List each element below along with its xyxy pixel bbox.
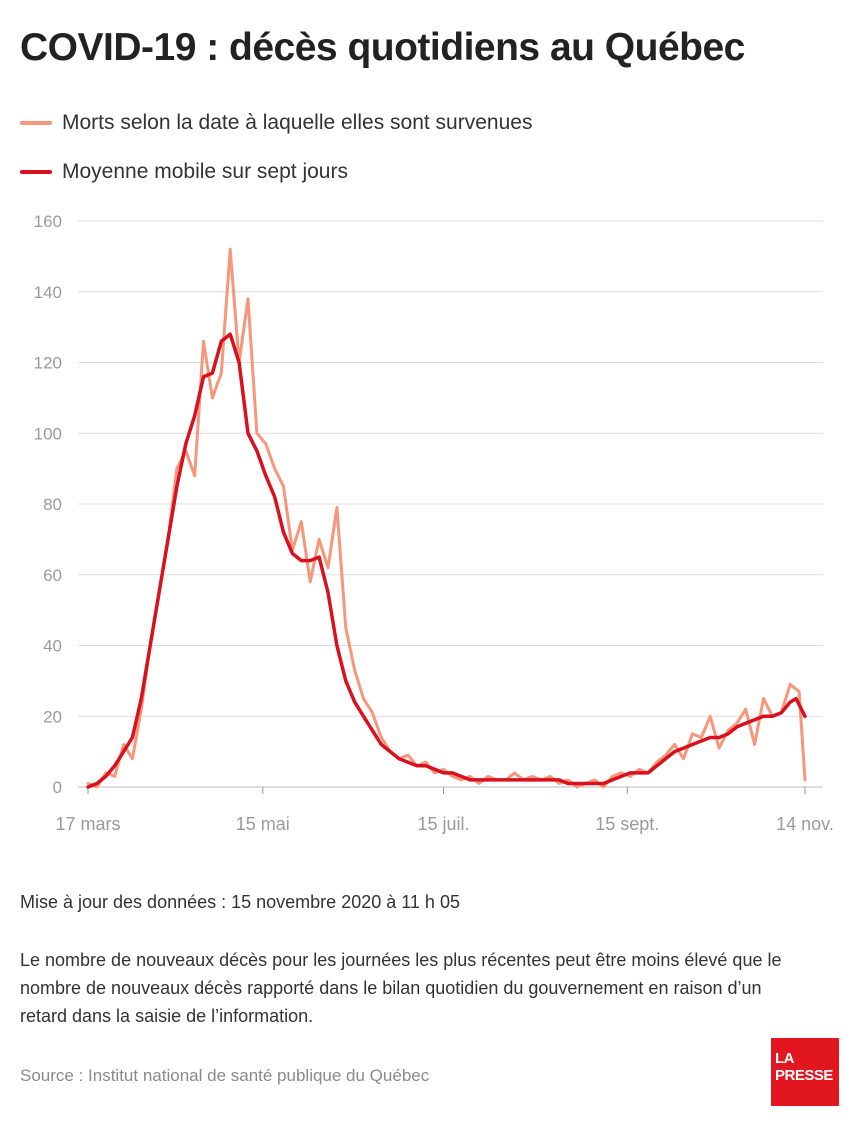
y-tick-label: 60: [43, 566, 62, 585]
series-group: [86, 247, 807, 789]
y-axis-ticks: 0 20 40 60 80 100 120 140 160: [34, 212, 62, 797]
x-tick-label: 17 mars: [55, 814, 120, 834]
logo-line-1: LA: [775, 1050, 795, 1067]
source-credit: Source : Institut national de santé publ…: [20, 1066, 430, 1085]
legend-label-daily: Morts selon la date à laquelle elles son…: [62, 111, 533, 134]
grid-lines: [78, 220, 823, 788]
x-tick-label: 15 juil.: [418, 814, 470, 834]
x-tick-label: 14 nov.: [776, 814, 834, 834]
y-tick-label: 140: [34, 283, 62, 302]
update-timestamp: Mise à jour des données : 15 novembre 20…: [20, 892, 460, 912]
series-line-daily: [86, 247, 807, 789]
legend-item-daily: Morts selon la date à laquelle elles son…: [20, 111, 532, 135]
y-tick-label: 100: [34, 424, 62, 443]
legend-swatch-average: [20, 170, 52, 174]
legend-item-average: Moyenne mobile sur sept jours: [20, 160, 348, 184]
x-tick-label: 15 sept.: [595, 814, 659, 834]
data-note: Le nombre de nouveaux décès pour les jou…: [20, 950, 782, 1026]
chart-title: COVID-19 : décès quotidiens au Québec: [20, 26, 745, 69]
y-tick-label: 0: [53, 778, 62, 797]
y-tick-label: 80: [43, 495, 62, 514]
y-tick-label: 160: [34, 212, 62, 231]
line-chart: 0 20 40 60 80 100 120 140 160 17 mars 15 mai 15 ju…: [34, 212, 834, 834]
y-tick-label: 40: [43, 637, 62, 656]
logo-line-2: PRESSE: [775, 1067, 833, 1084]
y-tick-label: 20: [43, 707, 62, 726]
y-tick-label: 120: [34, 354, 62, 373]
legend-swatch-daily: [20, 121, 52, 125]
series-line-average: [86, 332, 807, 789]
x-axis-ticks: 17 mars 15 mai 15 juil. 15 sept. 14 nov.: [55, 787, 834, 834]
legend-label-average: Moyenne mobile sur sept jours: [62, 160, 348, 183]
x-tick-label: 15 mai: [236, 814, 290, 834]
la-presse-logo: LA PRESSE: [771, 1038, 839, 1106]
